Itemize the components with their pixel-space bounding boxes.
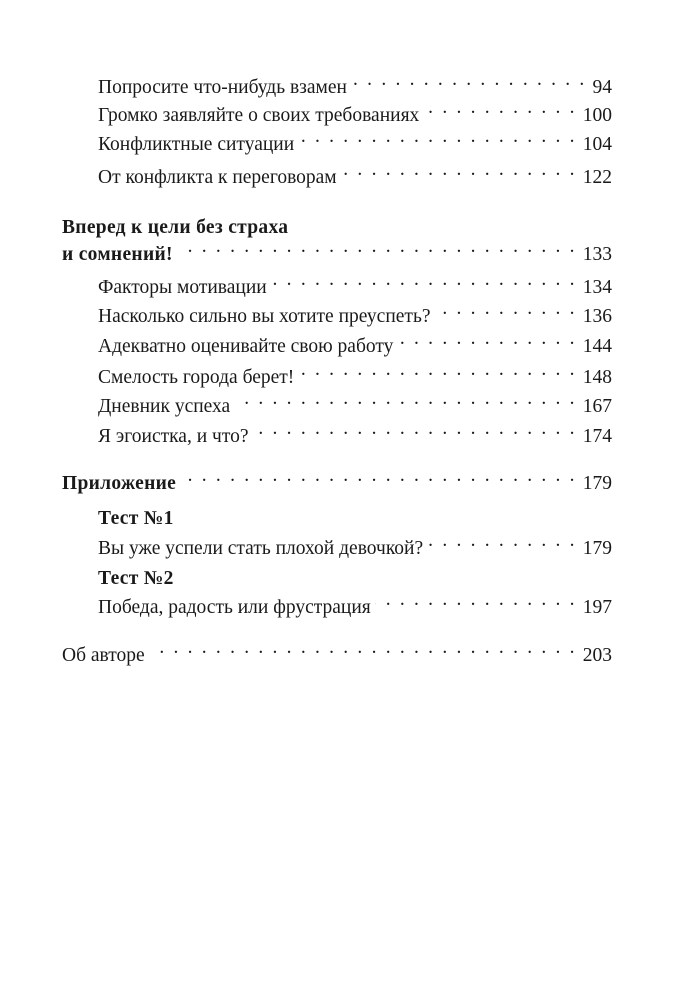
dot-leader xyxy=(427,528,577,554)
toc-entry: Победа, радость или фрустрация 197 xyxy=(98,587,612,618)
toc-entry-page: 197 xyxy=(582,597,612,618)
toc-entry-page: 122 xyxy=(582,167,612,188)
toc-entry-page: 148 xyxy=(582,367,612,388)
toc-entry-title: Адекватно оценивайте свою работу xyxy=(98,336,394,357)
toc-entry: и сомнений! 133 xyxy=(62,234,612,265)
toc-entry-page: 104 xyxy=(582,134,612,155)
toc-entry: Приложение 179 xyxy=(62,463,612,494)
toc-entry-title: Попросите что-нибудь взамен xyxy=(98,77,347,98)
toc-entry-title: От конфликта к переговорам xyxy=(98,167,337,188)
toc-entry-page: 134 xyxy=(582,277,612,298)
toc-entry: Тест №2 xyxy=(98,558,612,589)
toc-entry: Об авторе 203 xyxy=(62,635,612,666)
toc-entry: Смелость города берет! 148 xyxy=(98,357,612,388)
dot-leader xyxy=(375,587,577,613)
dot-leader xyxy=(177,234,577,260)
toc-entry: Насколько сильно вы хотите преуспеть? 136 xyxy=(98,296,612,327)
dot-leader xyxy=(253,416,577,442)
dot-leader xyxy=(397,326,576,352)
toc-entry-page: 179 xyxy=(582,473,612,494)
dot-leader xyxy=(351,67,587,93)
dot-leader xyxy=(271,267,577,293)
dot-leader xyxy=(435,296,577,322)
toc-entry-page: 136 xyxy=(582,306,612,327)
dot-leader xyxy=(423,95,576,121)
toc-entry-page: 133 xyxy=(582,244,612,265)
toc-entry-title: Конфликтные ситуации xyxy=(98,134,295,155)
toc-entry-page: 174 xyxy=(582,426,612,447)
toc-entry: Дневник успеха 167 xyxy=(98,386,612,417)
dot-leader xyxy=(180,463,577,489)
toc-entry-title: Тест №2 xyxy=(98,568,174,589)
toc-entry: Попросите что-нибудь взамен 94 xyxy=(98,67,612,98)
toc-entry-title: Об авторе xyxy=(62,645,145,666)
toc-entry: Тест №1 xyxy=(98,498,612,529)
dot-leader xyxy=(298,357,576,383)
toc-entry: Адекватно оценивайте свою работу 144 xyxy=(98,326,612,357)
toc-entry: Громко заявляйте о своих требованиях 100 xyxy=(98,95,612,126)
toc-entry-title: Вы уже успели стать плохой девочкой? xyxy=(98,538,424,559)
toc-entry-page: 144 xyxy=(582,336,612,357)
toc-entry-title: и сомнений! xyxy=(62,244,173,265)
toc-entry-title: Вперед к цели без страха xyxy=(62,217,289,238)
dot-leader xyxy=(234,386,577,412)
toc-entry-page: 179 xyxy=(582,538,612,559)
toc-entry-page: 100 xyxy=(582,105,612,126)
toc-entry: Вы уже успели стать плохой девочкой? 179 xyxy=(98,528,612,559)
toc-entry-title: Победа, радость или фрустрация xyxy=(98,597,371,618)
toc-entry-title: Насколько сильно вы хотите преуспеть? xyxy=(98,306,431,327)
toc-entry-title: Тест №1 xyxy=(98,508,174,529)
dot-leader xyxy=(298,124,577,150)
toc-entry-page: 94 xyxy=(592,77,613,98)
toc-entry: Факторы мотивации 134 xyxy=(98,267,612,298)
toc-entry: Вперед к цели без страха xyxy=(62,207,612,238)
toc-entry-title: Дневник успеха xyxy=(98,396,231,417)
toc-entry: Конфликтные ситуации 104 xyxy=(98,124,612,155)
toc-entry-title: Факторы мотивации xyxy=(98,277,267,298)
toc-entry-title: Я эгоистка, и что? xyxy=(98,426,249,447)
toc-entry: Я эгоистка, и что? 174 xyxy=(98,416,612,447)
toc-entry-title: Смелость города берет! xyxy=(98,367,295,388)
toc-entry-page: 167 xyxy=(582,396,612,417)
dot-leader xyxy=(341,157,577,183)
toc-entry-title: Приложение xyxy=(62,473,177,494)
dot-leader xyxy=(149,635,577,661)
toc-entry: От конфликта к переговорам 122 xyxy=(98,157,612,188)
toc-entry-page: 203 xyxy=(582,645,612,666)
toc-entry-title: Громко заявляйте о своих требованиях xyxy=(98,105,420,126)
